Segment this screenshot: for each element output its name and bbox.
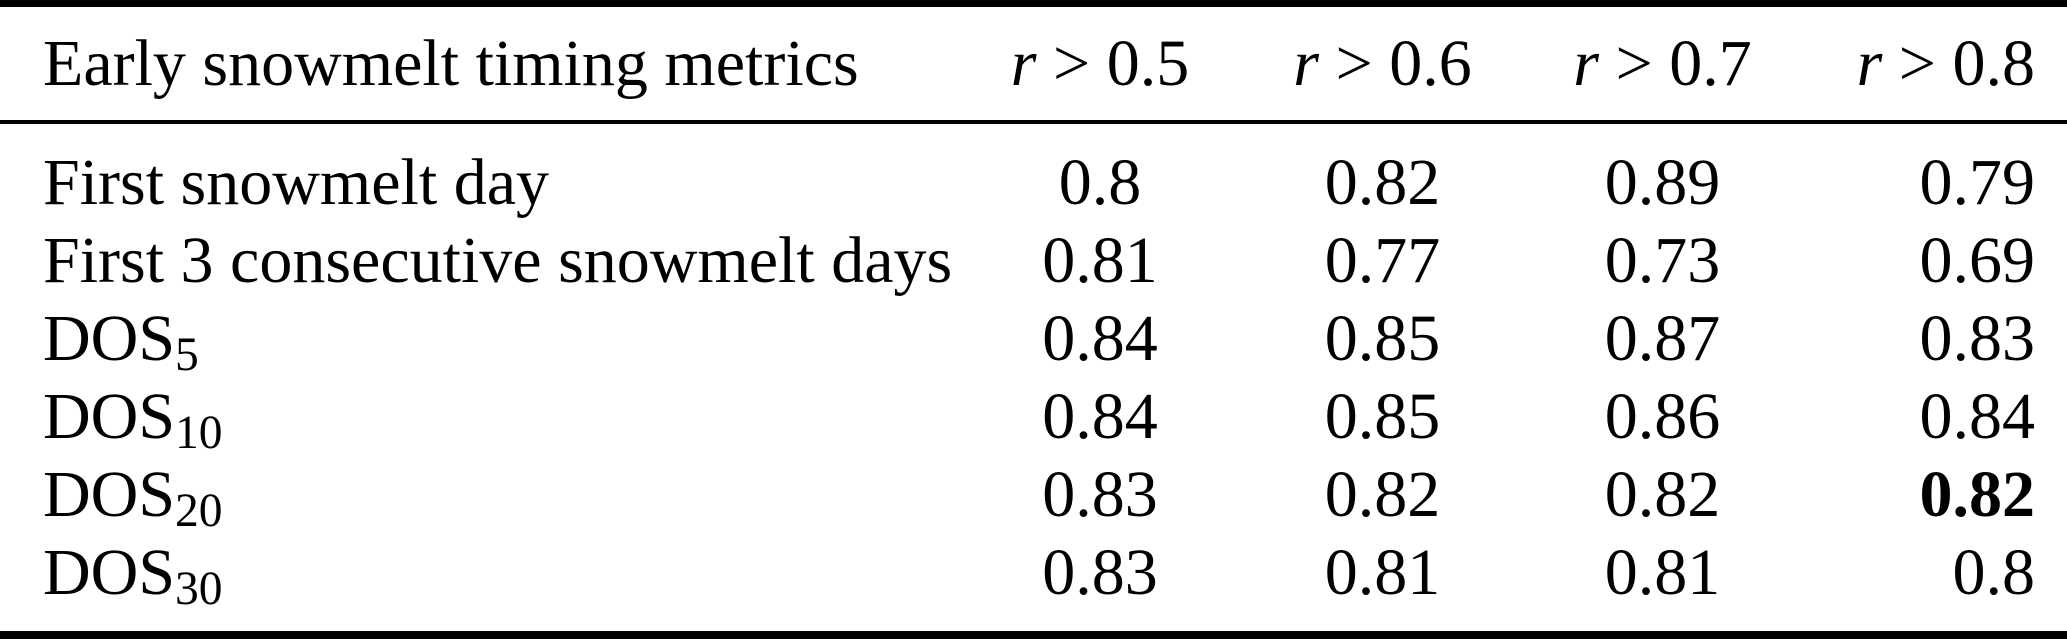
row-label-text: DOS — [43, 380, 176, 453]
threshold-condition: > 0.7 — [1598, 26, 1752, 100]
row-label: DOS30 — [0, 535, 960, 613]
table-body: First snowmelt day 0.8 0.82 0.89 0.79 Fi… — [0, 124, 2067, 631]
header-metrics-label: Early snowmelt timing metrics — [43, 26, 859, 100]
r-variable: r — [1856, 26, 1883, 100]
row-label-text: DOS — [43, 536, 176, 609]
table-header-row: Early snowmelt timing metrics r > 0.5 r … — [0, 7, 2067, 124]
row-label: First 3 consecutive snowmelt days — [0, 223, 960, 299]
value-cell: 0.87 — [1604, 302, 1721, 375]
row-dos-30: DOS30 0.83 0.81 0.81 0.8 — [0, 534, 2067, 613]
value-cell: 0.8 — [1952, 536, 2036, 609]
row-label: DOS10 — [0, 379, 960, 457]
value-cell: 0.86 — [1604, 380, 1721, 453]
value-cell: 0.82 — [1324, 458, 1441, 531]
row-label-text: DOS — [43, 302, 176, 375]
row-first-3-consecutive-snowmelt-days: First 3 consecutive snowmelt days 0.81 0… — [0, 222, 2067, 300]
row-label: First snowmelt day — [0, 145, 960, 221]
threshold-condition: > 0.5 — [1036, 26, 1190, 100]
header-threshold-r-0-6: r > 0.6 — [1240, 26, 1525, 102]
row-label-subscript: 30 — [175, 563, 223, 616]
row-dos-10: DOS10 0.84 0.85 0.86 0.84 — [0, 378, 2067, 457]
value-cell: 0.89 — [1604, 146, 1721, 219]
value-cell: 0.73 — [1604, 224, 1721, 297]
value-cell: 0.84 — [1042, 302, 1158, 375]
value-cell: 0.85 — [1324, 302, 1441, 375]
r-variable: r — [1010, 26, 1037, 100]
row-label-subscript: 20 — [175, 485, 223, 538]
header-threshold-r-0-7: r > 0.7 — [1525, 26, 1800, 102]
row-label-text: First snowmelt day — [43, 146, 549, 219]
value-cell: 0.82 — [1604, 458, 1721, 531]
row-dos-5: DOS5 0.84 0.85 0.87 0.83 — [0, 300, 2067, 379]
value-cell: 0.79 — [1919, 146, 2036, 219]
value-cell: 0.81 — [1324, 536, 1441, 609]
row-dos-20: DOS20 0.83 0.82 0.82 0.82 — [0, 456, 2067, 535]
value-cell: 0.83 — [1042, 536, 1158, 609]
r-variable: r — [1573, 26, 1599, 100]
header-threshold-r-0-5: r > 0.5 — [960, 26, 1240, 102]
value-cell: 0.81 — [1042, 224, 1158, 297]
row-label-text: First 3 consecutive snowmelt days — [43, 224, 953, 297]
value-cell: 0.83 — [1919, 302, 2036, 375]
r-variable: r — [1293, 26, 1319, 100]
row-label: DOS20 — [0, 457, 960, 535]
value-cell: 0.8 — [1058, 146, 1142, 219]
threshold-condition: > 0.6 — [1318, 26, 1472, 100]
value-cell: 0.77 — [1324, 224, 1441, 297]
value-cell: 0.84 — [1042, 380, 1158, 453]
row-label-subscript: 10 — [175, 407, 223, 460]
value-cell: 0.85 — [1324, 380, 1441, 453]
value-cell: 0.84 — [1919, 380, 2036, 453]
row-label-subscript: 5 — [175, 329, 199, 382]
threshold-condition: > 0.8 — [1882, 26, 2035, 100]
row-label-text: DOS — [43, 458, 176, 531]
value-cell: 0.82 — [1324, 146, 1441, 219]
value-cell-bold: 0.82 — [1919, 458, 2036, 531]
row-label: DOS5 — [0, 301, 960, 379]
row-first-snowmelt-day: First snowmelt day 0.8 0.82 0.89 0.79 — [0, 144, 2067, 222]
header-threshold-r-0-8: r > 0.8 — [1800, 26, 2067, 102]
value-cell: 0.83 — [1042, 458, 1158, 531]
value-cell: 0.69 — [1919, 224, 2036, 297]
value-cell: 0.81 — [1604, 536, 1721, 609]
